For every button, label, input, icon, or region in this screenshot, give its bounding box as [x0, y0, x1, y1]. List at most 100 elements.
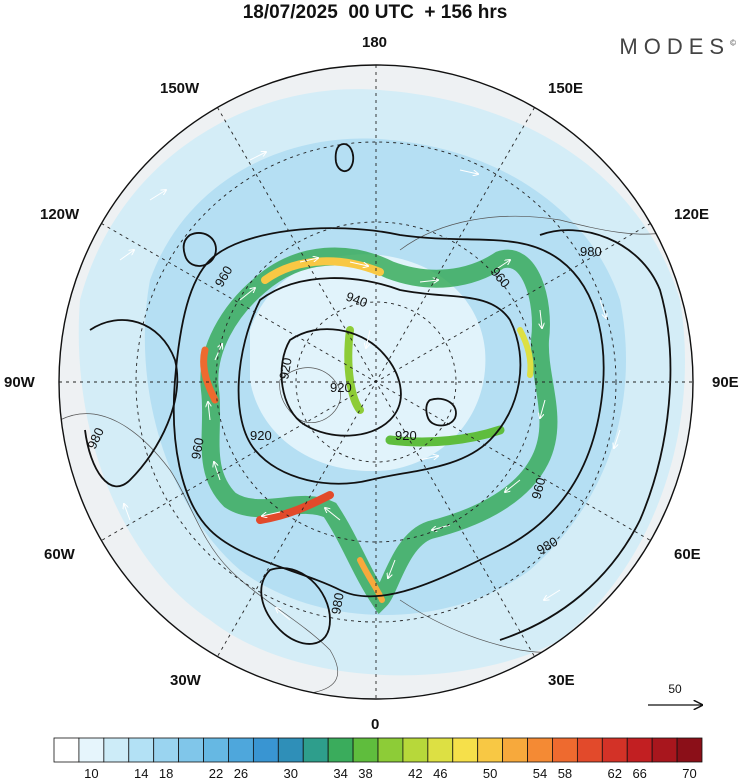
contour-label: 980: [328, 592, 347, 616]
map-field: [59, 65, 693, 699]
jet-branch-inner: [344, 326, 364, 414]
jet-core-south: [357, 557, 385, 603]
wind-vector: [276, 608, 291, 621]
colorbar-tick-label: 38: [358, 766, 373, 781]
lon-label-180: 180: [362, 34, 388, 51]
latitude-circle: [295, 301, 457, 463]
colorbar: [53, 737, 703, 763]
jet-core-southwest: [256, 491, 334, 524]
colorbar-swatch: [352, 737, 379, 763]
wind-vector: [419, 280, 438, 282]
wind-vector: [505, 479, 521, 492]
colorbar-tick-label: 70: [682, 766, 697, 781]
colorbar-swatch: [302, 737, 329, 763]
colorbar-tick-label: 10: [84, 766, 99, 781]
contour-label: 920: [330, 380, 352, 395]
lon-label-0: 0: [371, 716, 380, 733]
lon-label-120e: 120E: [674, 206, 710, 223]
wind-vector: [239, 288, 255, 301]
colorbar-tick-label: 34: [333, 766, 348, 781]
brand-name: MODES: [619, 34, 731, 59]
coastline-greenland: [279, 367, 341, 423]
colorbar-swatch: [103, 737, 130, 763]
map-border: [58, 64, 694, 700]
colorbar-swatch: [402, 737, 429, 763]
colorbar-swatch: [53, 737, 80, 763]
wind-vector: [208, 402, 210, 421]
colorbar-tick-label: 50: [482, 766, 498, 781]
wind-vector: [459, 169, 478, 174]
colorbar-swatch: [477, 737, 504, 763]
reference-vector-label: 50: [668, 682, 682, 696]
colorbar-tick-label: 26: [233, 766, 249, 781]
contour-980-south: [260, 567, 331, 645]
lon-label-90e: 90E: [712, 374, 739, 391]
colorbar-swatch: [676, 737, 703, 763]
colorbar-tick-label: 54: [532, 766, 548, 781]
colorbar-swatch: [128, 737, 155, 763]
contour-label: 920: [276, 357, 295, 381]
copyright-mark: ©: [730, 38, 736, 48]
colorbar-tick-label: 22: [208, 766, 224, 781]
wind-vector: [388, 559, 396, 578]
colorbar-swatch: [626, 737, 653, 763]
colorbar-tick-label: 30: [283, 766, 298, 781]
jet-core-east: [517, 327, 534, 378]
contour-960: [172, 227, 605, 598]
wind-vector: [119, 250, 134, 261]
contour-label: 960: [528, 476, 548, 501]
wind-vector: [299, 258, 318, 263]
lon-label-60e: 60E: [674, 546, 701, 563]
colorbar-tick-label: 66: [632, 766, 647, 781]
wind-vector: [214, 462, 221, 481]
contour-980-west: [84, 319, 179, 488]
contour-label: 960: [188, 437, 207, 461]
jet-core-west: [200, 346, 219, 404]
contour-small-nw: [182, 232, 217, 267]
wind-vector: [614, 429, 621, 448]
colorbar-swatch: [252, 737, 279, 763]
contour-label: 920: [250, 428, 272, 443]
height-contours: [84, 143, 672, 645]
colorbar-swatch: [327, 737, 354, 763]
contour-label: 980: [580, 244, 602, 259]
wind-vector: [544, 589, 561, 600]
wind-vector: [366, 329, 371, 348]
brand-logo: MODES©: [619, 34, 736, 60]
contour-small-north: [334, 143, 355, 172]
colorbar-swatch: [576, 737, 603, 763]
colorbar-swatch: [78, 737, 105, 763]
wind-vector: [599, 299, 606, 318]
contour-label: 920: [395, 428, 417, 443]
contour-980-east: [499, 229, 672, 641]
contour-940: [237, 277, 522, 485]
colorbar-swatch: [228, 737, 254, 763]
colorbar-swatch: [601, 737, 628, 763]
colorbar-tick-label: 42: [408, 766, 423, 781]
colorbar-swatch: [277, 737, 304, 763]
wind-vector: [149, 190, 166, 201]
graticule: [59, 65, 693, 699]
wind-vectors: [119, 152, 621, 621]
wind-vector: [419, 456, 438, 461]
colorbar-tick-label: 14: [133, 766, 149, 781]
wind-vector: [325, 508, 341, 521]
lon-label-150e: 150E: [548, 80, 584, 97]
wind-vector: [540, 399, 546, 418]
wind-vector: [349, 261, 368, 266]
lon-label-60w: 60W: [44, 546, 75, 563]
contour-920: [280, 328, 402, 437]
colorbar-tick-label: 46: [433, 766, 448, 781]
lon-label-150w: 150W: [160, 80, 200, 97]
colorbar-swatch: [178, 737, 204, 763]
colorbar-swatch: [427, 737, 454, 763]
colorbar-tick-label: 62: [607, 766, 622, 781]
latitude-circle: [135, 141, 617, 623]
wind-vector: [540, 309, 542, 328]
colorbar-tick-label: 58: [557, 766, 573, 781]
colorbar-swatch: [203, 737, 229, 763]
colorbar-swatch: [651, 737, 678, 763]
contour-label: 940: [344, 289, 370, 311]
colorbar-swatch: [502, 737, 528, 763]
coastline-siberia: [399, 215, 681, 251]
